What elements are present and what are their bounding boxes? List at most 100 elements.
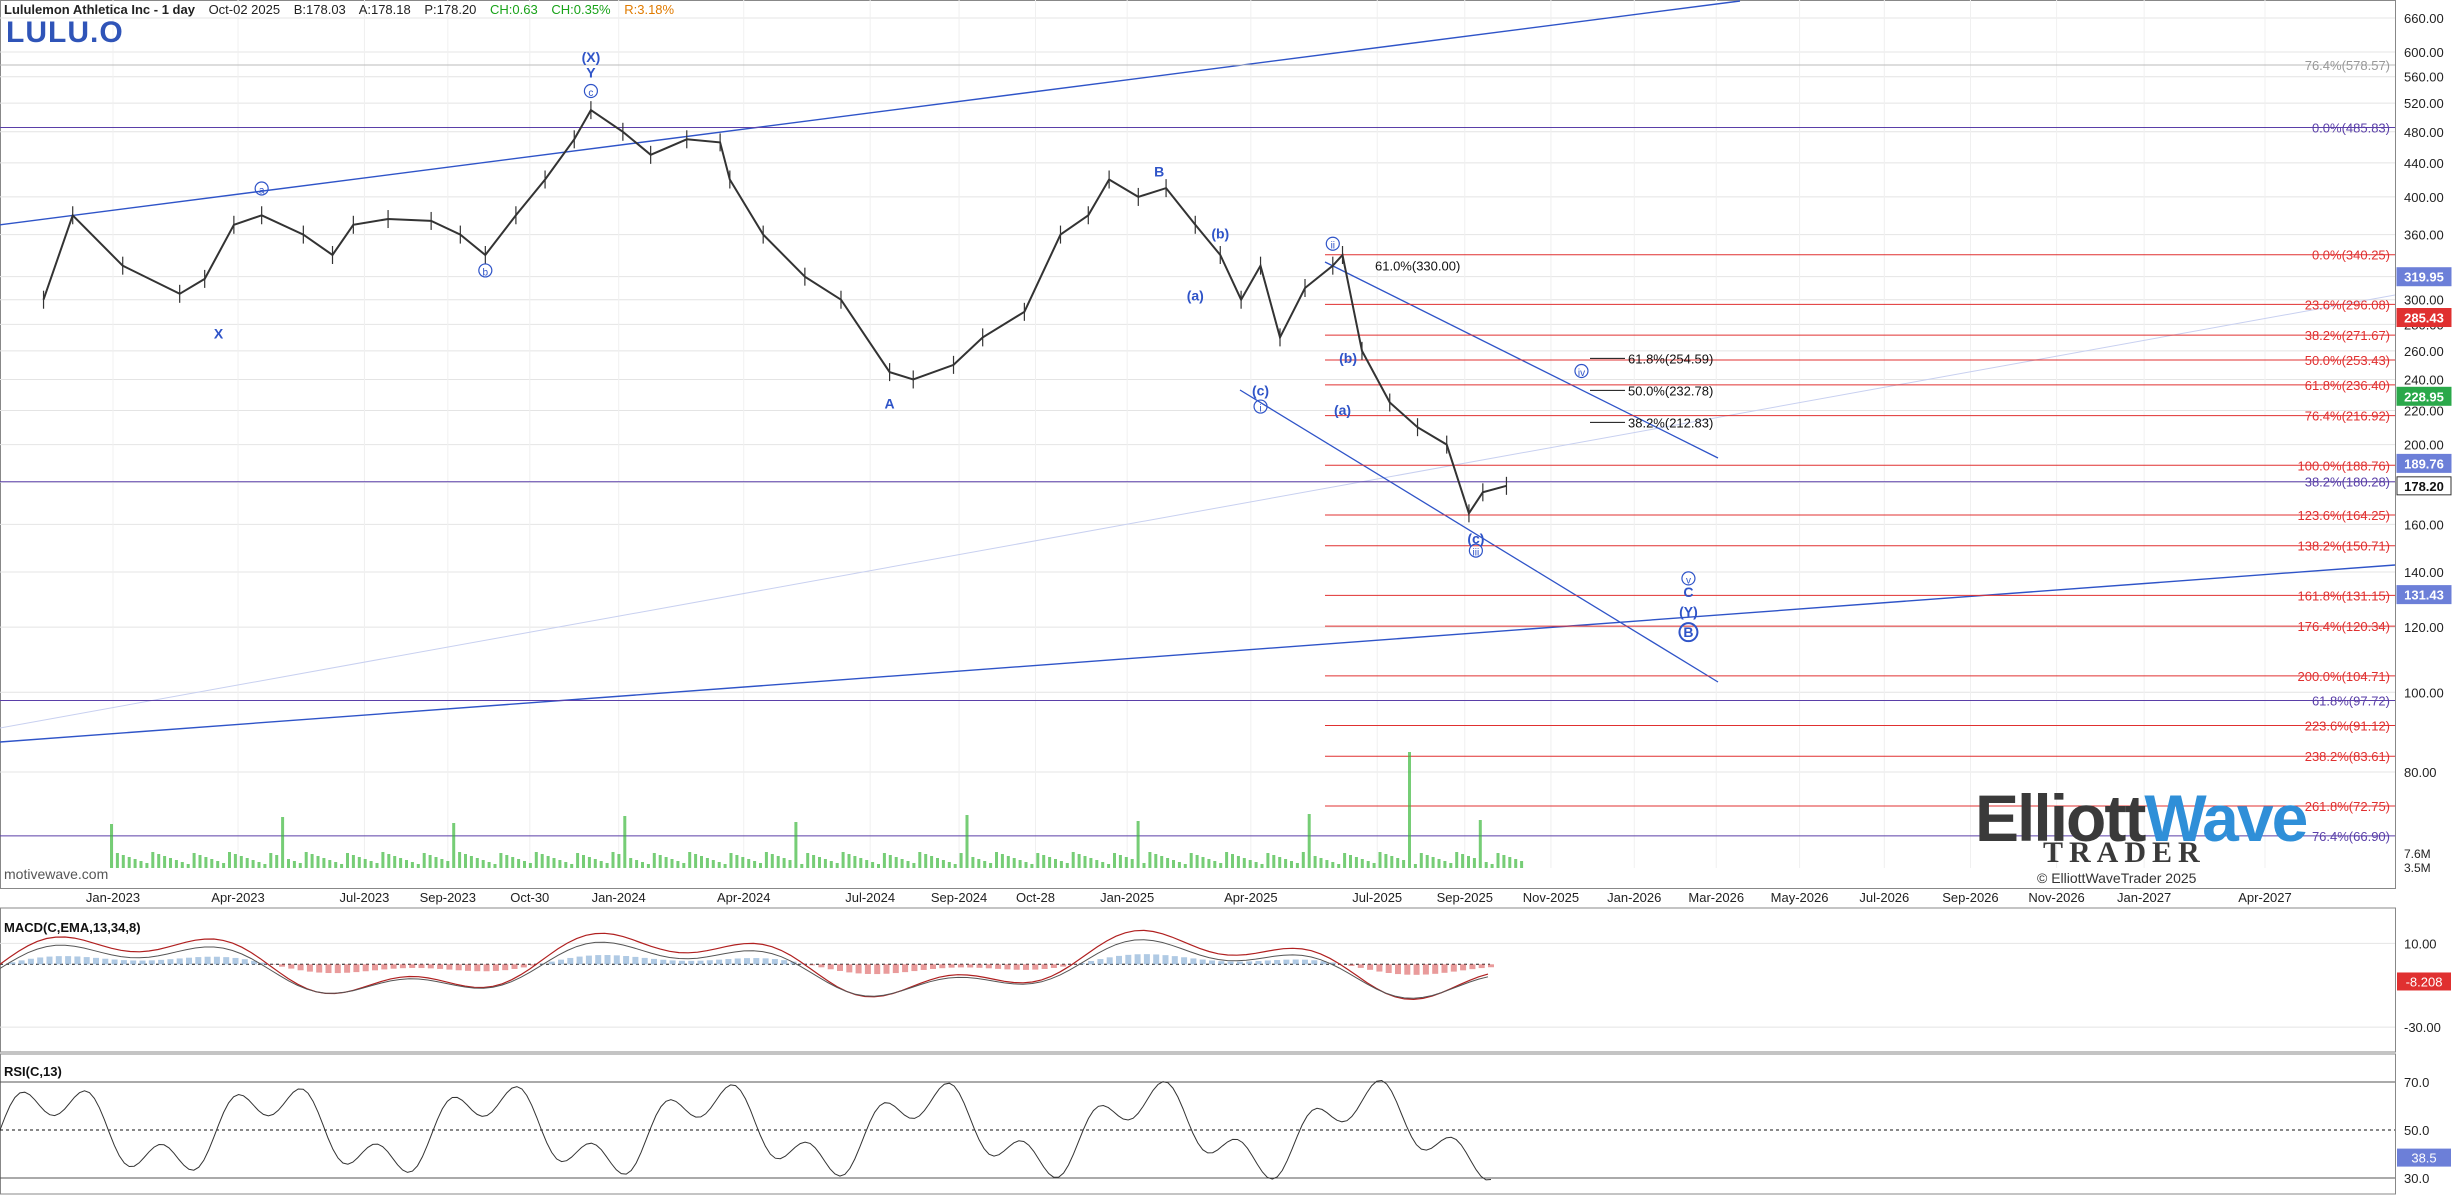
volume-bar <box>1425 855 1429 868</box>
volume-bar <box>1349 855 1352 868</box>
header-date: Oct-02 2025 <box>208 2 281 17</box>
price-box-label: 189.76 <box>2404 456 2444 471</box>
volume-bar <box>1195 855 1199 868</box>
volume-bar <box>1354 857 1358 868</box>
macd-histogram-bar <box>37 957 44 965</box>
macd-histogram-bar <box>1255 960 1262 965</box>
wave-label-circle <box>254 181 269 196</box>
volume-bar <box>694 854 698 868</box>
trendline-faint <box>0 294 2396 729</box>
volume-bar <box>652 853 656 868</box>
volume-bar <box>912 863 916 868</box>
volume-bar <box>629 858 633 868</box>
x-tick-label: May-2026 <box>1771 890 1829 905</box>
macd-histogram-bar <box>1097 959 1104 965</box>
macd-histogram-bar <box>223 957 230 965</box>
x-tick-label: Jan-2025 <box>1100 890 1154 905</box>
macd-histogram-bar <box>641 957 648 965</box>
volume-bar <box>812 855 816 868</box>
y-tick-label: 440.00 <box>2404 156 2444 171</box>
volume-bar <box>888 855 892 868</box>
macd-histogram-bar <box>399 964 406 969</box>
x-tick-label: Mar-2026 <box>1688 890 1744 905</box>
macd-histogram-bar <box>1450 964 1457 972</box>
volume-bar <box>1225 852 1229 868</box>
volume-bar <box>641 862 644 868</box>
macd-histogram-bar <box>1013 964 1020 970</box>
volume-bar <box>1042 855 1046 868</box>
wave-label: Y <box>586 65 596 81</box>
volume-bar <box>381 852 385 868</box>
volume-bar <box>1478 820 1482 868</box>
elliottwave-logo: ElliottWave TRADER © ElliottWaveTrader 2… <box>1975 780 2308 886</box>
volume-bar <box>700 856 703 868</box>
fib-label-red: 50.0%(253.43) <box>2305 353 2390 368</box>
macd-histogram-bar <box>158 959 165 965</box>
macd-panel-border <box>0 907 2396 1053</box>
fib-label-purple: 76.4%(66.90) <box>2312 829 2390 844</box>
macd-histogram-bar <box>567 957 574 965</box>
macd-histogram-bar <box>1032 964 1039 970</box>
volume-bar <box>174 860 178 868</box>
y-tick-label: 660.00 <box>2404 11 2444 26</box>
fib-label-black: 50.0%(232.78) <box>1628 383 1713 398</box>
macd-histogram-bar <box>1236 961 1243 965</box>
volume-bar <box>1472 858 1476 868</box>
volume-bar <box>759 863 762 868</box>
volume-bar <box>1514 859 1518 868</box>
volume-bar <box>1467 856 1470 868</box>
volume-bar <box>1337 864 1341 868</box>
volume-bar <box>1390 856 1394 868</box>
volume-bar <box>298 863 302 868</box>
volume-bar <box>800 864 804 868</box>
macd-histogram-bar <box>204 956 211 965</box>
macd-histogram-bar <box>678 960 685 965</box>
macd-histogram-bar <box>1050 964 1057 968</box>
volume-bar <box>534 852 538 868</box>
volume-bar <box>646 864 650 868</box>
volume-bar <box>263 864 267 868</box>
volume-bar <box>287 859 290 868</box>
volume-bar <box>1095 860 1099 868</box>
volume-bar <box>115 853 119 868</box>
volume-bar <box>1508 857 1512 868</box>
volume-bar <box>481 860 485 868</box>
x-tick-label: Oct-30 <box>510 890 549 905</box>
volume-bar <box>387 854 391 868</box>
wave-label: (c) <box>1252 383 1269 399</box>
macd-histogram-bar <box>1134 954 1141 965</box>
volume-bar <box>1449 863 1453 868</box>
ticker-symbol: LULU.O <box>6 16 124 49</box>
volume-bar <box>1402 860 1406 868</box>
macd-histogram-bar <box>9 962 16 965</box>
volume-bar <box>823 859 827 868</box>
macd-histogram-bar <box>1171 956 1178 965</box>
volume-bar <box>405 860 408 868</box>
volume-bar <box>1378 852 1382 868</box>
macd-histogram-bar <box>688 960 695 965</box>
volume-bar <box>617 854 621 868</box>
volume-bar <box>882 853 886 868</box>
volume-bar <box>127 857 131 868</box>
macd-histogram-bar <box>837 964 843 971</box>
volume-bar <box>434 857 438 868</box>
volume-bar <box>216 861 220 868</box>
header-bid: B:178.03 <box>293 2 346 17</box>
header-change: CH:0.63 <box>490 2 538 17</box>
wave-label: (c) <box>1467 531 1484 547</box>
macd-histogram-bar <box>316 964 323 973</box>
wave-label: c <box>588 88 593 99</box>
trendline-lower <box>0 564 2396 743</box>
volume-bar <box>1000 854 1004 868</box>
wave-label-circle <box>1678 622 1699 643</box>
macd-histogram-bar <box>65 956 72 965</box>
volume-bar <box>499 853 503 868</box>
volume-bar <box>1496 853 1500 868</box>
price-box <box>2396 386 2452 406</box>
volume-bar <box>829 861 833 868</box>
logo-part2: Wave <box>2144 781 2308 855</box>
volume-bar <box>121 855 125 868</box>
macd-histogram-bar <box>232 957 239 965</box>
volume-bar <box>853 856 857 868</box>
